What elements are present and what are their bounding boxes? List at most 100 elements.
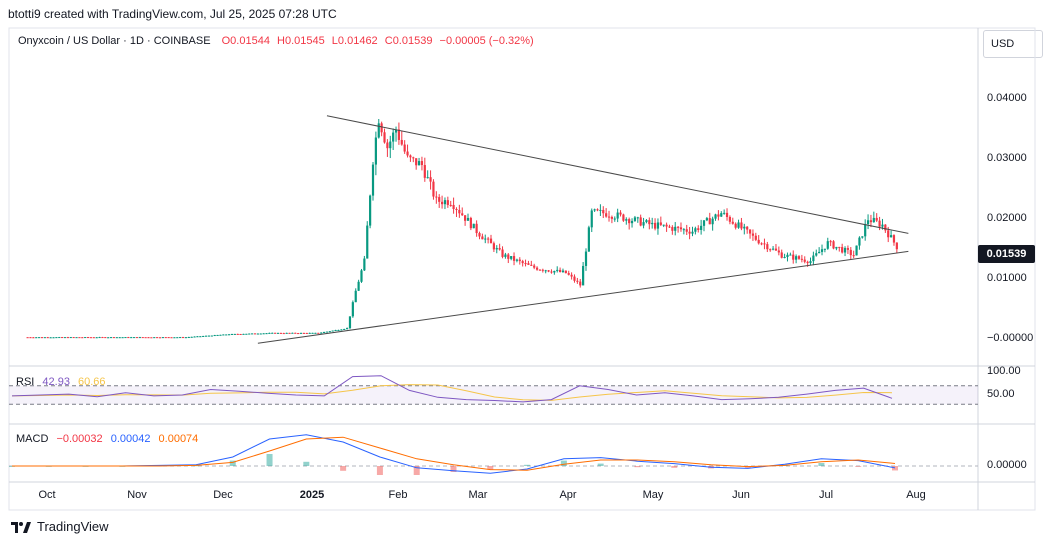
candle-body: [268, 332, 271, 334]
candle-body: [432, 181, 435, 197]
macd-histogram-bar: [524, 464, 531, 466]
candle-body: [728, 216, 732, 222]
candle-body: [803, 259, 806, 262]
candle-body: [835, 246, 838, 249]
candle-body: [576, 280, 579, 282]
x-tick-label: Dec: [213, 489, 233, 501]
candle-body: [740, 222, 743, 229]
candle-body: [104, 337, 107, 339]
candle-body: [878, 220, 881, 227]
candle-body: [832, 241, 835, 249]
candle-body: [613, 218, 616, 220]
candle-body: [757, 239, 760, 244]
candle-body: [225, 334, 228, 336]
candle-body: [340, 329, 343, 331]
candle-body: [380, 123, 383, 133]
candle-body: [895, 242, 898, 250]
x-tick-label: Oct: [38, 489, 56, 501]
candle-body: [181, 337, 185, 339]
candle-body: [584, 251, 588, 266]
candle-body: [153, 337, 156, 339]
macd-signal-line: [12, 436, 896, 471]
candle-body: [98, 337, 101, 339]
candle-body: [820, 249, 824, 252]
candle-body: [769, 249, 772, 251]
candle-body: [495, 248, 498, 250]
y-tick-label: 0.03000: [987, 152, 1027, 164]
candle-body: [115, 337, 118, 339]
macd-histogram-bar: [892, 466, 898, 471]
candle-body: [823, 248, 826, 250]
candle-body: [547, 270, 550, 272]
candle-body: [498, 248, 501, 250]
candle-body: [458, 209, 461, 214]
candle-body: [538, 269, 542, 271]
candle-body: [711, 218, 714, 225]
candle-body: [501, 249, 504, 257]
candle-body: [510, 256, 513, 259]
candle-body: [723, 212, 726, 214]
candle-body: [383, 132, 386, 143]
tradingview-brand[interactable]: TradingView: [37, 519, 109, 534]
candle-body: [216, 334, 219, 336]
candle-body: [797, 256, 801, 259]
candle-body: [256, 333, 259, 335]
candle-body: [222, 334, 225, 336]
candle-body: [544, 270, 547, 272]
candle-body: [593, 209, 596, 211]
footer: TradingView: [10, 519, 109, 534]
candle-body: [271, 332, 274, 334]
candle-body: [677, 226, 680, 228]
candle-body: [374, 137, 377, 165]
candle-body: [147, 337, 150, 339]
last-price-tag: 0.01539: [978, 245, 1035, 263]
rsi-label: RSI: [16, 376, 35, 388]
candle-body: [32, 337, 35, 339]
candle-body: [630, 220, 634, 224]
macd-histogram-bar: [266, 454, 273, 466]
candle-body: [43, 337, 46, 339]
candle-body: [334, 330, 337, 332]
candle-body: [766, 244, 769, 250]
macd-hist-value: 0.00074: [158, 433, 199, 445]
candle-body: [748, 229, 752, 234]
candle-body: [530, 264, 533, 266]
candle-body: [49, 337, 52, 339]
candle-body: [343, 328, 346, 330]
chart-frame: [8, 27, 1036, 511]
candle-body: [144, 337, 147, 339]
symbol-name[interactable]: Onyxcoin / US Dollar · 1D · COINBASE: [18, 35, 211, 47]
candle-body: [892, 235, 896, 243]
candle-body: [443, 200, 447, 205]
macd-histogram-bar: [303, 461, 310, 466]
macd-histogram-bar: [671, 466, 678, 468]
candle-body: [875, 217, 878, 221]
candle-body: [377, 123, 380, 138]
candle-body: [760, 243, 763, 245]
candle-body: [92, 337, 95, 339]
candle-body: [662, 224, 665, 226]
candle-body: [858, 237, 861, 246]
candle-body: [426, 177, 429, 179]
candle-body: [348, 316, 352, 329]
candle-body: [679, 227, 683, 230]
macd-signal-value: 0.00042: [110, 433, 151, 445]
candle-body: [262, 333, 265, 335]
candle-body: [164, 337, 167, 339]
currency-selector[interactable]: USD: [983, 30, 1043, 58]
candle-body: [392, 132, 395, 142]
candle-body: [371, 164, 375, 196]
y-tick-label: −0.00000: [987, 332, 1034, 344]
candle-body: [590, 210, 593, 228]
candle-body: [124, 337, 127, 339]
candle-body: [518, 259, 521, 262]
candle-body: [884, 224, 887, 231]
candle-body: [464, 215, 467, 221]
candle-body: [429, 177, 432, 182]
candle-body: [386, 142, 389, 149]
candle-body: [789, 254, 792, 256]
candle-body: [533, 265, 536, 268]
candle-body: [818, 251, 821, 254]
candle-body: [889, 235, 893, 238]
